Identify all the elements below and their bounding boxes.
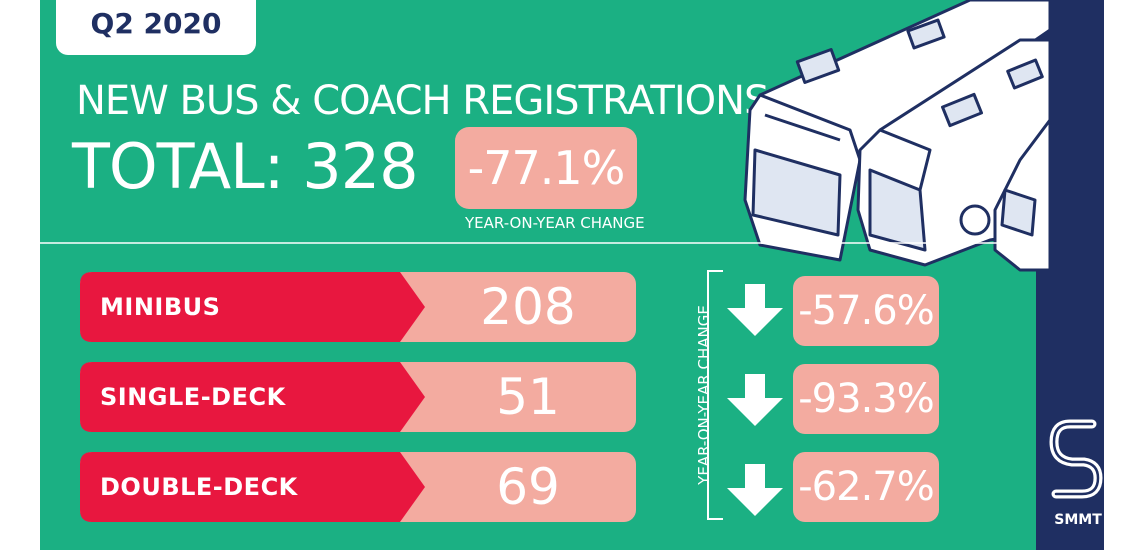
headline: NEW BUS & COACH REGISTRATIONS xyxy=(76,78,769,124)
change-bracket xyxy=(707,270,749,520)
change-badge-double-deck: -62.7% xyxy=(793,452,939,522)
vehicle-type-label: DOUBLE-DECK xyxy=(100,473,298,501)
change-badge-single-deck: -93.3% xyxy=(793,364,939,434)
total-registrations: TOTAL: 328 xyxy=(72,130,419,203)
label-arrow-box xyxy=(80,452,425,522)
row-single-deck: 51 SINGLE-DECK xyxy=(80,362,636,432)
total-change-badge: -77.1% xyxy=(455,127,637,209)
changes-caption: YEAR-ON-YEAR CHANGE xyxy=(695,305,713,485)
smmt-wordmark: SMMT xyxy=(1054,512,1102,528)
registrations-value: 51 xyxy=(496,368,560,426)
label-arrow-box xyxy=(80,362,425,432)
row-minibus: 208 MINIBUS xyxy=(80,272,636,342)
label-arrow-box xyxy=(80,272,425,342)
vehicle-type-label: SINGLE-DECK xyxy=(100,383,286,411)
bus-coach-illustration xyxy=(743,0,1050,272)
registrations-value: 69 xyxy=(496,458,560,516)
vehicle-type-label: MINIBUS xyxy=(100,293,221,321)
row-double-deck: 69 DOUBLE-DECK xyxy=(80,452,636,522)
total-change-caption: YEAR-ON-YEAR CHANGE xyxy=(465,214,645,232)
down-arrow-icon xyxy=(727,374,783,426)
registrations-value: 208 xyxy=(480,278,576,336)
section-divider xyxy=(32,242,1038,244)
smmt-logo-icon xyxy=(1049,419,1103,499)
down-arrow-icon xyxy=(727,464,783,516)
change-badge-minibus: -57.6% xyxy=(793,276,939,346)
down-arrow-icon xyxy=(727,284,783,336)
quarter-tab: Q2 2020 xyxy=(56,0,256,55)
